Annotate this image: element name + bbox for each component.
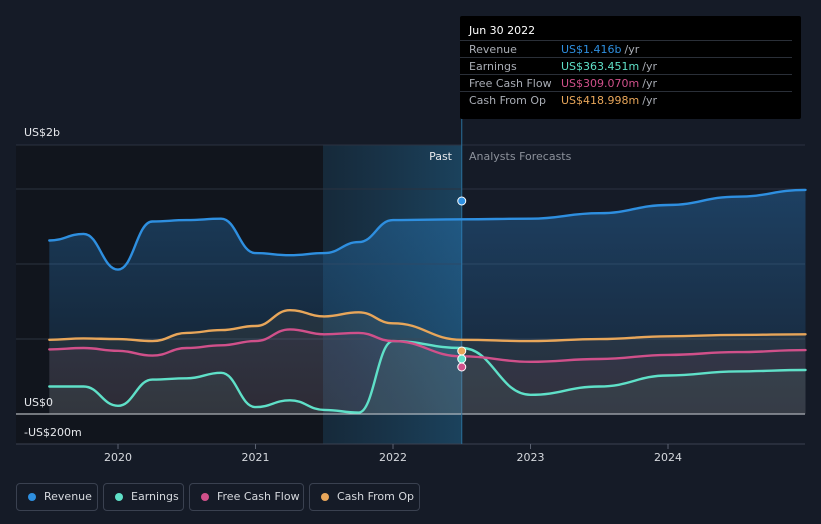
earnings-line — [48, 339, 807, 414]
legend-dot-icon — [28, 493, 36, 501]
tooltip-value-number: US$1.416b — [561, 43, 622, 56]
x-tick-label: 2023 — [517, 451, 545, 464]
axis-ticks: 2020 2021 2022 2023 2024 — [104, 444, 682, 464]
tooltip-value: US$1.416b/yr — [561, 43, 639, 56]
legend-dot-icon — [201, 493, 209, 501]
legend-label: Free Cash Flow — [217, 490, 300, 503]
tooltip-value-number: US$363.451m — [561, 60, 640, 73]
data-tooltip: Jun 30 2022 Revenue US$1.416b/yr Earning… — [460, 16, 801, 119]
tooltip-value: US$418.998m/yr — [561, 94, 657, 107]
x-tick-label: 2024 — [654, 451, 682, 464]
legend-item-earnings[interactable]: Earnings — [103, 483, 184, 511]
series-lines — [48, 188, 807, 414]
cash-from-op-point — [457, 346, 467, 356]
legend-item-revenue[interactable]: Revenue — [16, 483, 98, 511]
tooltip-label: Earnings — [469, 60, 517, 73]
tooltip-unit: /yr — [624, 43, 640, 56]
tooltip-row-earnings: Earnings US$363.451m/yr — [460, 57, 792, 75]
legend-dot-icon — [321, 493, 329, 501]
earnings-area — [49, 341, 806, 414]
legend-dot-icon — [115, 493, 123, 501]
legend-label: Cash From Op — [337, 490, 415, 503]
legend-item-cash-from-op[interactable]: Cash From Op — [309, 483, 420, 511]
free-cash-flow-line — [48, 328, 807, 364]
free-cash-flow-area — [49, 329, 806, 414]
tooltip-date: Jun 30 2022 — [469, 24, 536, 37]
legend-item-free-cash-flow[interactable]: Free Cash Flow — [189, 483, 304, 511]
past-region-label: Past — [429, 150, 453, 163]
tooltip-markers — [457, 196, 467, 372]
x-tick-label: 2021 — [242, 451, 270, 464]
tooltip-label: Revenue — [469, 43, 517, 56]
tooltip-label: Cash From Op — [469, 94, 547, 107]
tooltip-label: Free Cash Flow — [469, 77, 552, 90]
legend-label: Revenue — [44, 490, 92, 503]
y-axis-top-label: US$2b — [24, 126, 60, 139]
tooltip-value-number: US$309.070m — [561, 77, 640, 90]
revenue-line — [48, 188, 807, 271]
tooltip-unit: /yr — [642, 94, 657, 107]
forecast-region-label: Analysts Forecasts — [469, 150, 572, 163]
y-axis-zero-label: US$0 — [24, 396, 53, 409]
earnings-point — [457, 354, 467, 364]
legend-label: Earnings — [131, 490, 179, 503]
revenue-point — [457, 196, 467, 206]
tooltip-unit: /yr — [642, 60, 657, 73]
y-axis-negative-label: -US$200m — [24, 426, 82, 439]
cash-from-op-line — [48, 308, 807, 343]
tooltip-row-revenue: Revenue US$1.416b/yr — [460, 40, 792, 58]
tooltip-row-free-cash-flow: Free Cash Flow US$309.070m/yr — [460, 74, 792, 92]
tooltip-value: US$309.070m/yr — [561, 77, 657, 90]
tooltip-value-number: US$418.998m — [561, 94, 640, 107]
x-tick-label: 2020 — [104, 451, 132, 464]
free-cash-flow-point — [457, 362, 467, 372]
tooltip-value: US$363.451m/yr — [561, 60, 657, 73]
tooltip-unit: /yr — [642, 77, 657, 90]
tooltip-row-cash-from-op: Cash From Op US$418.998m/yr — [460, 91, 792, 109]
x-tick-label: 2022 — [379, 451, 407, 464]
